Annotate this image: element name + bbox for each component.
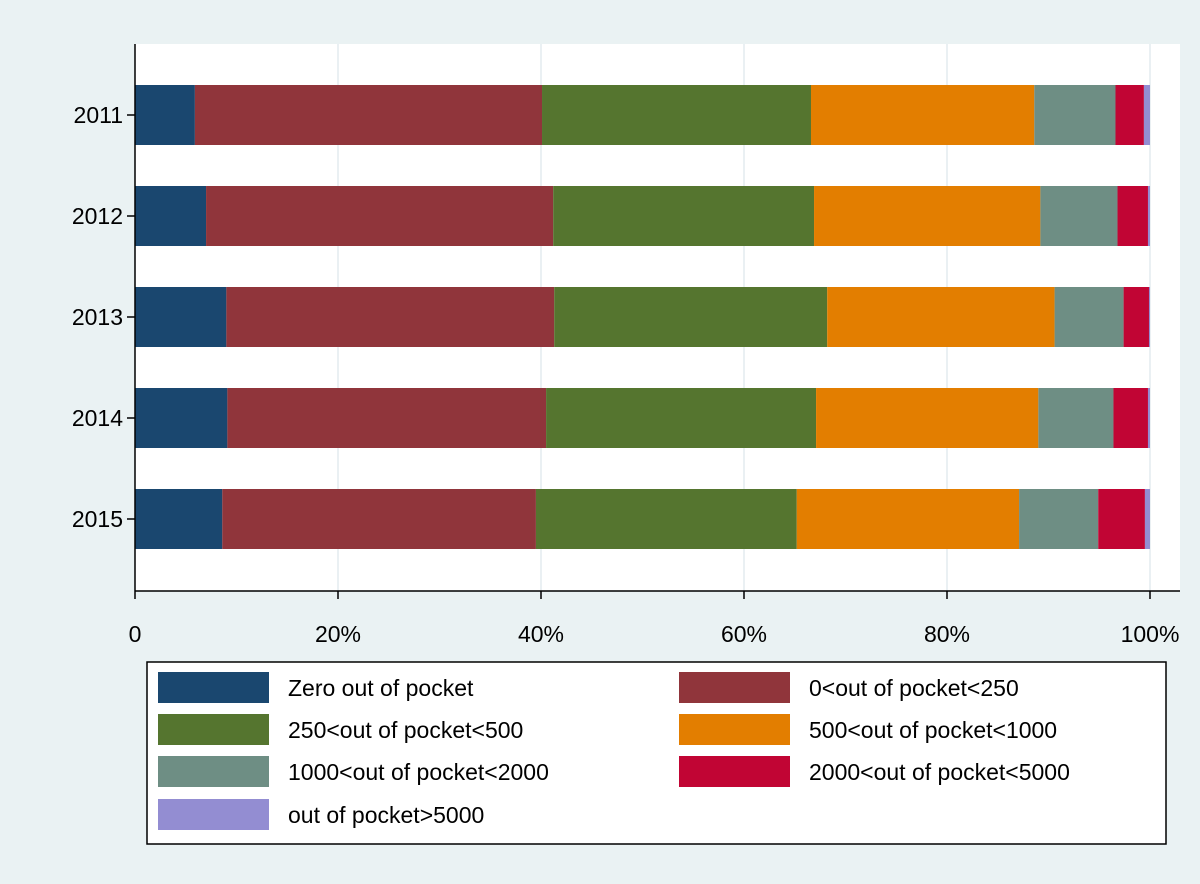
bar-segment <box>535 489 797 549</box>
bar-segment <box>1148 287 1150 347</box>
legend-label: out of pocket>5000 <box>288 802 484 828</box>
legend-box <box>146 661 1167 845</box>
bar-segment <box>1098 489 1145 549</box>
bar-segment <box>135 287 227 347</box>
bar-segment <box>194 85 543 145</box>
bar-segment <box>226 287 555 347</box>
bar-segment <box>827 287 1055 347</box>
legend-swatch <box>679 714 790 745</box>
y-tick-label: 2014 <box>72 405 123 431</box>
bar-segment <box>1038 388 1114 448</box>
bar-segment <box>1040 186 1118 246</box>
bar-segment <box>1147 388 1150 448</box>
bar-segment <box>1113 388 1148 448</box>
bar-segment <box>796 489 1020 549</box>
bar-segment <box>135 489 223 549</box>
bar-segment <box>227 388 547 448</box>
bars <box>135 85 1150 549</box>
legend-label: 1000<out of pocket<2000 <box>288 759 549 785</box>
legend-swatch <box>158 714 269 745</box>
bar-segment <box>1144 489 1150 549</box>
y-tick-label: 2012 <box>72 203 123 229</box>
bar-segment <box>546 388 817 448</box>
x-tick-label: 60% <box>721 621 767 647</box>
x-tick-label: 100% <box>1121 621 1180 647</box>
bar-segment <box>542 85 811 145</box>
bar-segment <box>1147 186 1150 246</box>
bar-segment <box>1054 287 1124 347</box>
legend-label: 250<out of pocket<500 <box>288 717 523 743</box>
bar-segment <box>1115 85 1144 145</box>
bar-segment <box>816 388 1039 448</box>
bar-segment <box>135 186 207 246</box>
bar-segment <box>1123 287 1149 347</box>
legend-swatch <box>679 756 790 787</box>
legend-label: 0<out of pocket<250 <box>809 675 1019 701</box>
bar-segment <box>1117 186 1148 246</box>
axes: 2011 2012 2013 2014 2015 0 20% 40% 60% 80% 100% <box>72 44 1180 647</box>
y-tick-label: 2011 <box>74 102 123 128</box>
bar-segment <box>554 287 828 347</box>
x-tick-label: 40% <box>518 621 564 647</box>
x-tick-label: 0 <box>129 621 142 647</box>
bar-segment <box>222 489 536 549</box>
legend-swatch <box>679 672 790 703</box>
bar-segment <box>814 186 1041 246</box>
bar-segment <box>206 186 554 246</box>
legend: Zero out of pocket 0<out of pocket<250 250… <box>146 661 1167 845</box>
bar-segment <box>1034 85 1116 145</box>
x-tick-label: 20% <box>315 621 361 647</box>
bar-segment <box>135 388 228 448</box>
legend-swatch <box>158 756 269 787</box>
legend-swatch <box>158 799 269 830</box>
y-tick-label: 2013 <box>72 304 123 330</box>
legend-label: Zero out of pocket <box>288 675 474 701</box>
bar-segment <box>553 186 815 246</box>
bar-segment <box>810 85 1035 145</box>
bar-segment <box>135 85 195 145</box>
y-tick-label: 2015 <box>72 506 123 532</box>
legend-label: 500<out of pocket<1000 <box>809 717 1057 743</box>
bar-segment <box>1019 489 1099 549</box>
legend-label: 2000<out of pocket<5000 <box>809 759 1070 785</box>
bar-segment <box>1143 85 1150 145</box>
x-tick-label: 80% <box>924 621 970 647</box>
legend-swatch <box>158 672 269 703</box>
